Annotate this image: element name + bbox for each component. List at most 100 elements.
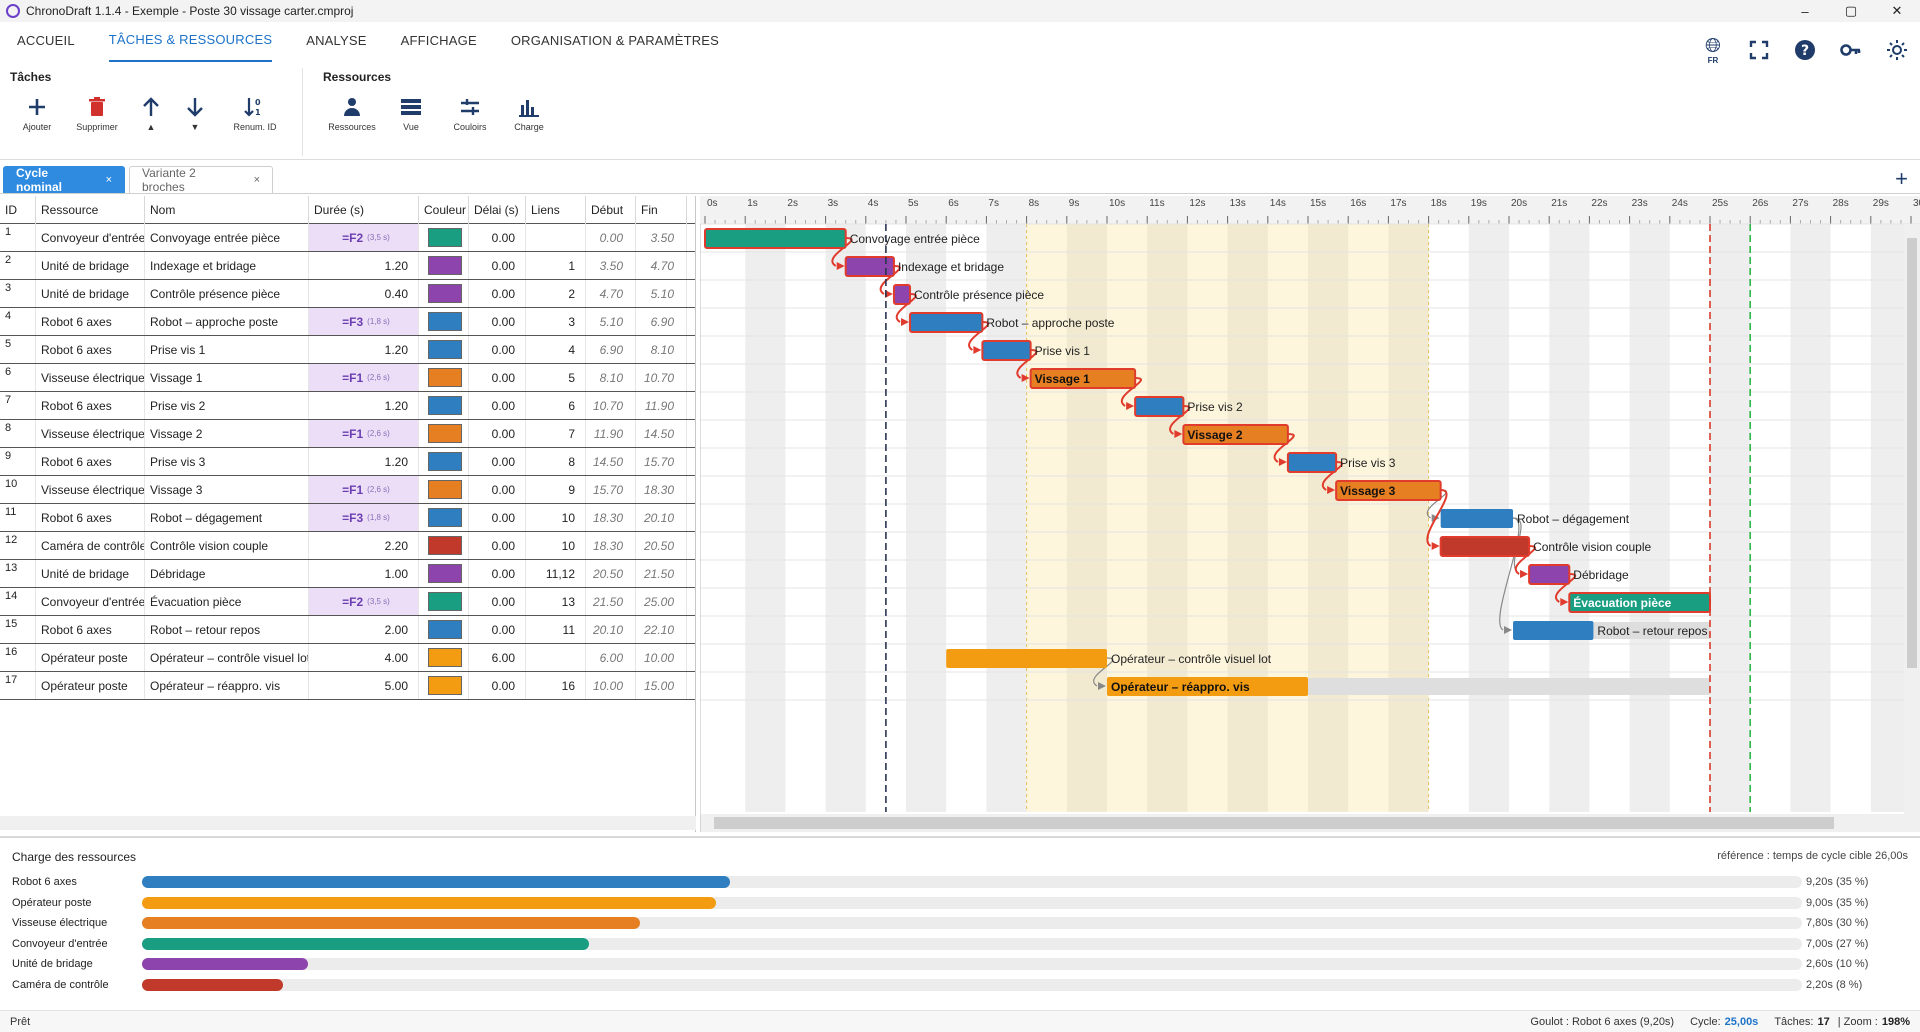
col-header-nom[interactable]: Nom <box>145 196 309 224</box>
cell-duree[interactable]: 1.20 <box>309 448 419 475</box>
cell-delai[interactable]: 0.00 <box>469 504 526 531</box>
cell-nom[interactable]: Contrôle vision couple <box>145 532 309 559</box>
table-row[interactable]: 17 Opérateur poste Opérateur – réappro. vi… <box>0 672 695 700</box>
help-button[interactable]: ? <box>1782 30 1828 70</box>
col-header-fin[interactable]: Fin <box>636 196 687 224</box>
cell-nom[interactable]: Opérateur – contrôle visuel lot <box>145 644 309 671</box>
cell-ressource[interactable]: Robot 6 axes <box>36 336 145 363</box>
cell-duree[interactable]: =F1 (2,6 s) <box>309 364 419 391</box>
cell-duree[interactable]: =F2 (3,5 s) <box>309 224 419 251</box>
cell-couleur[interactable] <box>419 392 469 419</box>
cell-couleur[interactable] <box>419 476 469 503</box>
cell-couleur[interactable] <box>419 252 469 279</box>
cell-delai[interactable]: 6.00 <box>469 644 526 671</box>
col-header-liens[interactable]: Liens <box>526 196 586 224</box>
cell-liens[interactable]: 3 <box>526 308 586 335</box>
cell-couleur[interactable] <box>419 672 469 699</box>
cell-couleur[interactable] <box>419 644 469 671</box>
lanes-button[interactable]: Couloirs <box>443 94 497 140</box>
tab-analyse[interactable]: ANALYSE <box>306 32 367 48</box>
cell-liens[interactable]: 10 <box>526 532 586 559</box>
cell-nom[interactable]: Débridage <box>145 560 309 587</box>
cell-duree[interactable]: 0.40 <box>309 280 419 307</box>
cell-nom[interactable]: Vissage 3 <box>145 476 309 503</box>
cell-delai[interactable]: 0.00 <box>469 616 526 643</box>
language-button[interactable]: 🌐︎ FR <box>1690 30 1736 70</box>
cell-duree[interactable]: =F3 (1,8 s) <box>309 308 419 335</box>
gantt-chart[interactable]: 0s 1s 2s 3s 4s 5s 6s 7s 8s 9s 10s 11s 12s 13s 14s 15s 16… <box>700 196 1920 832</box>
close-button[interactable]: ✕ <box>1891 3 1903 18</box>
load-button[interactable]: Charge <box>502 94 556 140</box>
cell-liens[interactable]: 6 <box>526 392 586 419</box>
col-header-delai[interactable]: Délai (s) <box>469 196 526 224</box>
table-row[interactable]: 6 Visseuse électrique Vissage 1 =F1 (2,6 s) 0… <box>0 364 695 392</box>
doc-tab-variante[interactable]: Variante 2 broches × <box>129 166 273 194</box>
cell-liens[interactable] <box>526 224 586 251</box>
cell-ressource[interactable]: Visseuse électrique <box>36 364 145 391</box>
table-row[interactable]: 5 Robot 6 axes Prise vis 1 1.20 0.00 4 6.90 8.1… <box>0 336 695 364</box>
table-row[interactable]: 14 Convoyeur d'entrée Évacuation pièce =F2(… <box>0 588 695 616</box>
cell-duree[interactable]: 2.20 <box>309 532 419 559</box>
cell-delai[interactable]: 0.00 <box>469 392 526 419</box>
col-header-id[interactable]: ID <box>0 196 36 224</box>
cell-ressource[interactable]: Robot 6 axes <box>36 616 145 643</box>
col-header-couleur[interactable]: Couleur <box>419 196 469 224</box>
cell-ressource[interactable]: Robot 6 axes <box>36 448 145 475</box>
cell-nom[interactable]: Robot – dégagement <box>145 504 309 531</box>
cell-liens[interactable]: 2 <box>526 280 586 307</box>
cell-nom[interactable]: Contrôle présence pièce <box>145 280 309 307</box>
cell-couleur[interactable] <box>419 504 469 531</box>
cell-duree[interactable]: 1.20 <box>309 336 419 363</box>
table-row[interactable]: 15 Robot 6 axes Robot – retour repos 2.00 0.… <box>0 616 695 644</box>
tab-affichage[interactable]: AFFICHAGE <box>400 32 477 48</box>
add-tab-icon[interactable]: + <box>1895 166 1908 191</box>
cell-nom[interactable]: Opérateur – réappro. vis <box>145 672 309 699</box>
tab-organisation[interactable]: ORGANISATION & PARAMÈTRES <box>510 32 720 48</box>
cell-liens[interactable]: 1 <box>526 252 586 279</box>
theme-button[interactable] <box>1874 30 1920 70</box>
cell-liens[interactable]: 4 <box>526 336 586 363</box>
cell-nom[interactable]: Prise vis 2 <box>145 392 309 419</box>
cell-ressource[interactable]: Unité de bridage <box>36 280 145 307</box>
table-row[interactable]: 12 Caméra de contrôle Contrôle vision coup… <box>0 532 695 560</box>
cell-liens[interactable]: 5 <box>526 364 586 391</box>
cell-liens[interactable]: 11,12 <box>526 560 586 587</box>
cell-nom[interactable]: Robot – approche poste <box>145 308 309 335</box>
cell-nom[interactable]: Vissage 1 <box>145 364 309 391</box>
doc-tab-cycle-nominal[interactable]: Cycle nominal × <box>3 166 125 194</box>
cell-duree[interactable]: 1.20 <box>309 392 419 419</box>
table-row[interactable]: 13 Unité de bridage Débridage 1.00 0.00 11,12… <box>0 560 695 588</box>
cell-duree[interactable]: 4.00 <box>309 644 419 671</box>
cell-liens[interactable] <box>526 644 586 671</box>
cell-liens[interactable]: 16 <box>526 672 586 699</box>
cell-ressource[interactable]: Convoyeur d'entrée <box>36 224 145 251</box>
cell-liens[interactable]: 10 <box>526 504 586 531</box>
cell-duree[interactable]: 5.00 <box>309 672 419 699</box>
cell-delai[interactable]: 0.00 <box>469 420 526 447</box>
cell-delai[interactable]: 0.00 <box>469 336 526 363</box>
cell-couleur[interactable] <box>419 448 469 475</box>
cell-couleur[interactable] <box>419 336 469 363</box>
move-up-button[interactable]: ▲ <box>124 94 178 140</box>
cell-nom[interactable]: Robot – retour repos <box>145 616 309 643</box>
cell-couleur[interactable] <box>419 532 469 559</box>
close-tab-icon[interactable]: × <box>105 174 112 186</box>
table-row[interactable]: 11 Robot 6 axes Robot – dégagement =F3 (1,8 … <box>0 504 695 532</box>
cell-couleur[interactable] <box>419 616 469 643</box>
cell-ressource[interactable]: Caméra de contrôle <box>36 532 145 559</box>
cell-ressource[interactable]: Visseuse électrique <box>36 420 145 447</box>
cell-ressource[interactable]: Unité de bridage <box>36 560 145 587</box>
cell-delai[interactable]: 0.00 <box>469 560 526 587</box>
cell-ressource[interactable]: Opérateur poste <box>36 644 145 671</box>
table-row[interactable]: 7 Robot 6 axes Prise vis 2 1.20 0.00 6 10.70 11… <box>0 392 695 420</box>
close-tab-icon[interactable]: × <box>253 174 260 186</box>
cell-delai[interactable]: 0.00 <box>469 280 526 307</box>
cell-nom[interactable]: Prise vis 3 <box>145 448 309 475</box>
delete-task-button[interactable]: Supprimer <box>70 94 124 140</box>
cell-delai[interactable]: 0.00 <box>469 532 526 559</box>
cell-duree[interactable]: =F1 (2,6 s) <box>309 476 419 503</box>
cell-duree[interactable]: 2.00 <box>309 616 419 643</box>
cell-delai[interactable]: 0.00 <box>469 672 526 699</box>
tab-taches-ressources[interactable]: TÂCHES & RESSOURCES <box>108 26 273 62</box>
